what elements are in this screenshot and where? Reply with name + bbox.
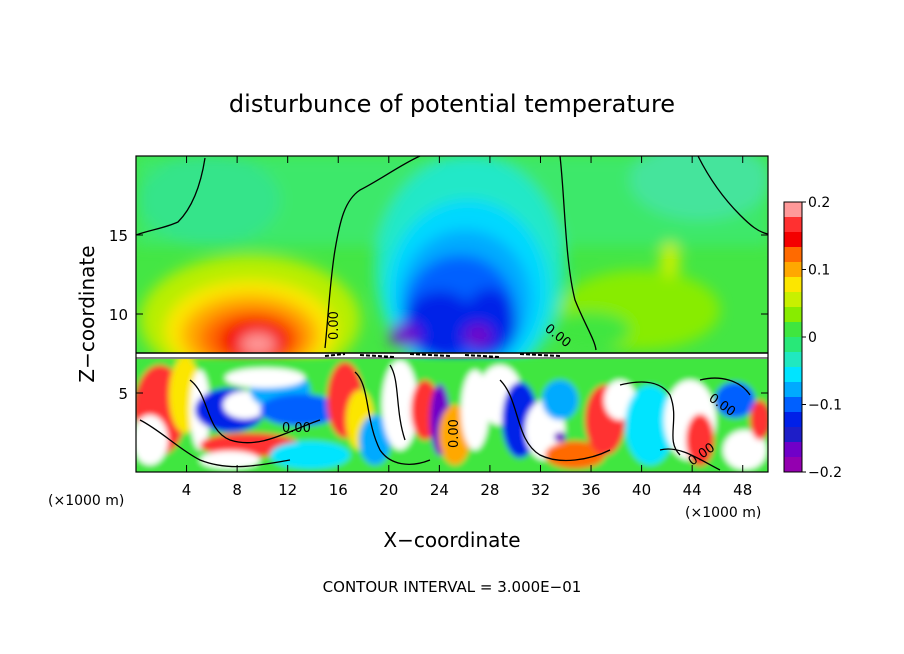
colorbar-swatch — [784, 397, 802, 413]
x-tick-label: 8 — [232, 481, 242, 499]
colorbar-swatch — [784, 322, 802, 338]
contour-label: 0.00 — [447, 419, 462, 448]
colorbar-ticks: 0.2 0.1 0 −0.1 −0.2 — [802, 195, 842, 481]
colorbar-tick-label: −0.2 — [808, 465, 842, 481]
colorbar-swatch — [784, 292, 802, 308]
x-tick-label: 20 — [379, 481, 398, 499]
x-tick-label: 48 — [733, 481, 752, 499]
colorbar-swatch — [784, 262, 802, 278]
contour-label: 0.00 — [282, 421, 311, 436]
colorbar-swatch — [784, 307, 802, 323]
colorbar-swatch — [784, 457, 802, 473]
x-tick-label: 12 — [278, 481, 297, 499]
colorbar-tick-label: 0.1 — [808, 263, 830, 279]
colorbar-swatch — [784, 427, 802, 443]
colorbar-swatch — [784, 337, 802, 353]
x-tick-label: 4 — [182, 481, 192, 499]
contour-lines — [136, 156, 768, 471]
x-tick-label: 32 — [531, 481, 550, 499]
x-axis-ticks: 4 8 12 16 20 24 28 32 36 40 44 48 — [182, 156, 752, 499]
colorbar-swatch — [784, 442, 802, 458]
colorbar-swatch — [784, 352, 802, 368]
y-tick-label: 15 — [109, 227, 128, 245]
y-tick-label: 10 — [109, 306, 128, 324]
colorbar-swatch — [784, 367, 802, 383]
x-tick-label: 28 — [480, 481, 499, 499]
colorbar-swatch — [784, 382, 802, 398]
colorbar-swatch — [784, 277, 802, 293]
colorbar-swatch — [784, 202, 802, 218]
x-tick-label: 44 — [683, 481, 702, 499]
colorbar-swatch — [784, 247, 802, 263]
colorbar-swatch — [784, 232, 802, 248]
chart-title: disturbunce of potential temperature — [229, 90, 675, 118]
contour-label: 0.00 — [327, 311, 342, 340]
x-tick-label: 36 — [581, 481, 600, 499]
heatmap-field — [136, 156, 768, 472]
x-axis-label: X−coordinate — [383, 528, 520, 552]
y-tick-label: 5 — [118, 385, 128, 403]
x-tick-label: 40 — [632, 481, 651, 499]
colorbar-tick-label: −0.1 — [808, 398, 842, 414]
contour-interval-note: CONTOUR INTERVAL = 3.000E−01 — [323, 578, 582, 596]
colorbar-tick-label: 0.2 — [808, 195, 830, 211]
x-unit-left: (×1000 m) — [48, 493, 124, 509]
x-tick-label: 24 — [430, 481, 449, 499]
colorbar-tick-label: 0 — [808, 330, 817, 346]
x-unit-right: (×1000 m) — [685, 505, 761, 521]
colorbar-swatch — [784, 412, 802, 428]
y-axis-label: Z−coordinate — [75, 245, 99, 382]
colorbar — [783, 201, 803, 473]
x-tick-label: 16 — [329, 481, 348, 499]
colorbar-swatch — [784, 217, 802, 233]
y-axis-ticks: 5 10 15 — [109, 227, 768, 403]
